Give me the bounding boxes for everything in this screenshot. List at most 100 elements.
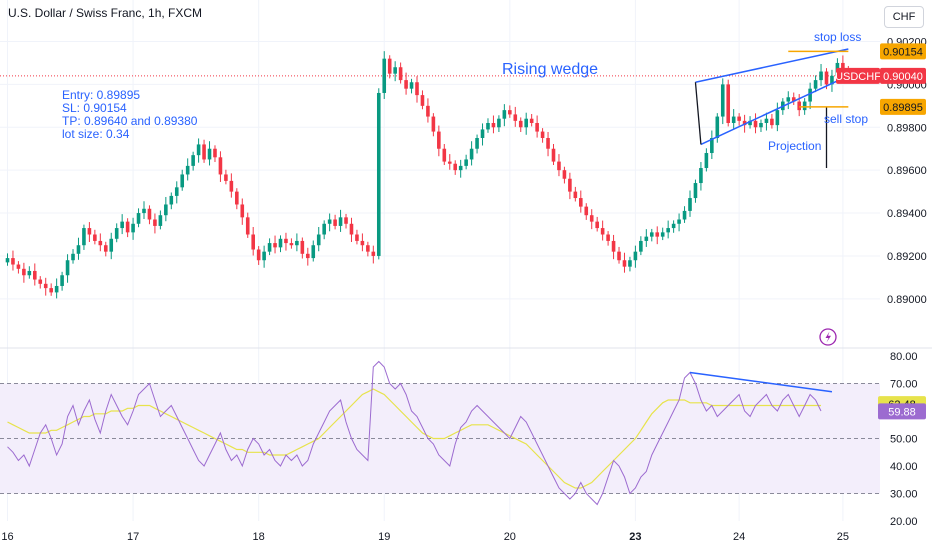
- candle-body: [98, 240, 103, 246]
- candle-body: [682, 210, 687, 220]
- candle-body: [180, 174, 185, 188]
- candle-body: [306, 253, 310, 259]
- candle-body: [240, 204, 245, 218]
- candle-body: [841, 62, 845, 70]
- candle-body: [371, 251, 376, 256]
- candle-body: [830, 75, 834, 85]
- candle-body: [589, 215, 594, 222]
- rsi-tick-label: 40.00: [890, 461, 918, 473]
- candle-body: [486, 122, 490, 130]
- candle-body: [76, 245, 81, 254]
- time-tick-label: 24: [733, 531, 745, 543]
- rising-wedge-label: Rising wedge: [502, 61, 598, 78]
- candle-body: [82, 228, 86, 246]
- candle-body: [600, 228, 605, 235]
- entry-price-label: 0.89895: [880, 98, 926, 115]
- candle-body: [224, 174, 228, 181]
- candle-body: [791, 97, 796, 102]
- stop-loss-label: stop loss: [814, 30, 861, 44]
- candle-body: [207, 148, 212, 160]
- symbol-title: U.S. Dollar / Swiss Franc, 1h, FXCM: [8, 6, 203, 20]
- drawings[interactable]: [694, 48, 849, 169]
- candle-body: [366, 245, 370, 252]
- svg-text:0.90154: 0.90154: [883, 46, 923, 58]
- candle-body: [311, 245, 316, 259]
- candle-body: [693, 183, 698, 199]
- candle-body: [742, 120, 747, 126]
- candle-body: [338, 217, 343, 226]
- candle-body: [617, 251, 621, 261]
- symbol-price-label: USDCHF: [835, 67, 881, 84]
- candle-body: [644, 236, 649, 241]
- candle-body: [409, 82, 414, 89]
- time-tick-label: 19: [378, 531, 390, 543]
- candle-body: [256, 249, 261, 261]
- candle-body: [344, 217, 348, 224]
- candle-body: [109, 238, 114, 252]
- lightning-icon[interactable]: [819, 328, 837, 346]
- candle-body: [802, 101, 807, 111]
- candle-body: [169, 195, 174, 205]
- candle-body: [43, 283, 48, 289]
- candle-body: [715, 116, 720, 139]
- rsi-tick-label: 50.00: [890, 434, 918, 446]
- candle-body: [502, 110, 507, 119]
- svg-text:0.89895: 0.89895: [883, 102, 923, 114]
- candle-body: [753, 120, 758, 128]
- candle-body: [27, 270, 32, 276]
- rsi-tick-label: 30.00: [890, 489, 918, 501]
- candle-body: [349, 223, 354, 235]
- projection-label: Projection: [768, 139, 821, 153]
- candle-body: [813, 80, 818, 89]
- wedge-lower-line: [700, 75, 849, 146]
- time-tick-label: 20: [504, 531, 516, 543]
- candle-body: [218, 157, 223, 175]
- candle-body: [710, 138, 714, 154]
- candle-body: [65, 260, 70, 276]
- candle-body: [131, 223, 135, 233]
- candle-body: [442, 148, 447, 162]
- price-tick-label: 0.89600: [887, 165, 927, 177]
- candle-body: [633, 251, 638, 261]
- candle-body: [584, 206, 589, 216]
- candles[interactable]: [5, 51, 851, 299]
- candle-body: [376, 92, 381, 256]
- candle-body: [437, 131, 441, 149]
- candle-body: [551, 148, 556, 162]
- candle-body: [764, 118, 769, 123]
- candle-body: [671, 223, 676, 229]
- candle-body: [153, 219, 157, 226]
- time-tick-label: 25: [837, 531, 849, 543]
- svg-text:0.90040: 0.90040: [883, 71, 923, 83]
- lot-size-line: lot size: 0.34: [62, 127, 130, 141]
- candle-body: [775, 110, 780, 126]
- candle-body: [649, 232, 654, 237]
- rsi-pane[interactable]: [0, 360, 880, 506]
- currency-button[interactable]: CHF: [884, 6, 924, 28]
- candle-body: [508, 110, 512, 115]
- candle-body: [54, 285, 59, 293]
- candle-body: [327, 219, 332, 224]
- candle-body: [60, 275, 64, 286]
- candle-body: [114, 228, 119, 239]
- candle-body: [606, 234, 610, 241]
- candle-body: [185, 165, 190, 175]
- candle-body: [704, 153, 709, 169]
- candle-body: [688, 198, 692, 211]
- candle-body: [16, 264, 21, 269]
- candle-body: [420, 95, 425, 106]
- candle-body: [579, 198, 583, 207]
- rsi-line: [7, 360, 822, 506]
- candle-body: [491, 122, 496, 128]
- candle-body: [535, 122, 539, 132]
- candle-body: [322, 223, 326, 235]
- candle-body: [568, 178, 572, 192]
- candle-body: [333, 219, 337, 226]
- candle-body: [284, 238, 288, 244]
- candle-body: [666, 228, 670, 233]
- candle-body: [447, 161, 452, 164]
- candle-body: [87, 228, 92, 235]
- candle-body: [469, 148, 474, 160]
